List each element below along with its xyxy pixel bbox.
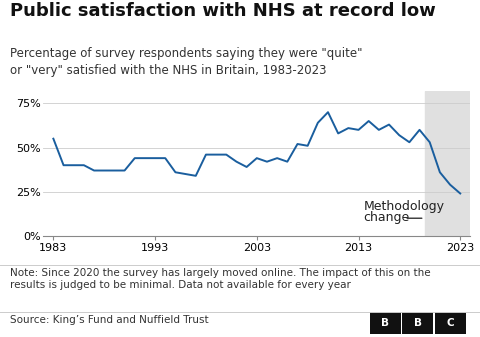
Text: B: B: [414, 318, 422, 328]
FancyBboxPatch shape: [402, 312, 433, 334]
Text: B: B: [381, 318, 389, 328]
Text: Methodology: Methodology: [363, 200, 444, 213]
Bar: [425, 91, 470, 236]
FancyBboxPatch shape: [435, 312, 466, 334]
FancyBboxPatch shape: [370, 312, 401, 334]
Text: Note: Since 2020 the survey has largely moved online. The impact of this on the
: Note: Since 2020 the survey has largely …: [10, 268, 430, 290]
Text: C: C: [447, 318, 454, 328]
Text: change: change: [363, 211, 410, 223]
Text: Percentage of survey respondents saying they were "quite"
or "very" satisfied wi: Percentage of survey respondents saying …: [10, 47, 362, 77]
Text: Public satisfaction with NHS at record low: Public satisfaction with NHS at record l…: [10, 2, 435, 20]
Text: Source: King’s Fund and Nuffield Trust: Source: King’s Fund and Nuffield Trust: [10, 315, 208, 325]
